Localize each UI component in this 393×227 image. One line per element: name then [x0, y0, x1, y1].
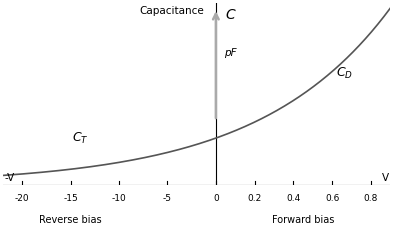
Text: 0.2: 0.2: [248, 194, 262, 202]
Text: Capacitance: Capacitance: [140, 6, 204, 16]
Text: -V: -V: [5, 173, 15, 183]
Text: 0.4: 0.4: [286, 194, 301, 202]
Text: V: V: [382, 173, 389, 183]
Text: -15: -15: [63, 194, 78, 202]
Text: 0.6: 0.6: [325, 194, 339, 202]
Text: 0.8: 0.8: [364, 194, 378, 202]
Text: Reverse bias: Reverse bias: [39, 215, 102, 225]
Text: C: C: [226, 8, 235, 22]
Text: Forward bias: Forward bias: [272, 215, 334, 225]
Text: -5: -5: [163, 194, 172, 202]
Text: $C_D$: $C_D$: [336, 65, 353, 81]
Text: pF: pF: [224, 48, 236, 58]
Text: $C_T$: $C_T$: [72, 131, 88, 146]
Text: 0: 0: [213, 194, 219, 202]
Text: -10: -10: [112, 194, 127, 202]
Text: -20: -20: [15, 194, 29, 202]
